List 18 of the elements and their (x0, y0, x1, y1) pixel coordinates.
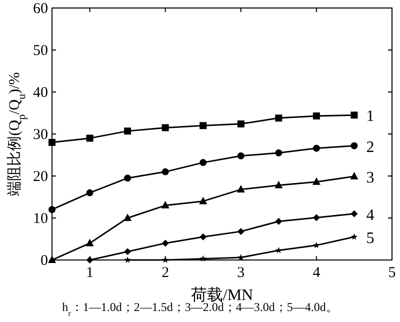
series-label: 3 (366, 169, 374, 186)
x-tick-label: 1 (86, 265, 94, 281)
x-tick-label: 2 (162, 265, 170, 281)
x-tick-label: 5 (388, 265, 396, 281)
y-tick-label: 40 (33, 85, 48, 101)
y-tick-label: 60 (33, 1, 48, 17)
y-tick-label: 30 (33, 127, 48, 143)
legend-label: 2 (366, 138, 374, 156)
x-tick-label: 3 (237, 265, 245, 281)
legend-label: 5 (366, 230, 374, 247)
y-tick-label: 20 (33, 169, 48, 185)
y-tick-label: 10 (33, 211, 48, 227)
series-label: 4 (366, 206, 374, 224)
legend-label: 1 (366, 108, 374, 126)
x-tick-label: 4 (312, 265, 321, 281)
y-tick-label: 0 (40, 253, 48, 269)
x-axis-title: 荷载/MN (190, 286, 254, 304)
y-tick-label: 50 (33, 43, 48, 59)
